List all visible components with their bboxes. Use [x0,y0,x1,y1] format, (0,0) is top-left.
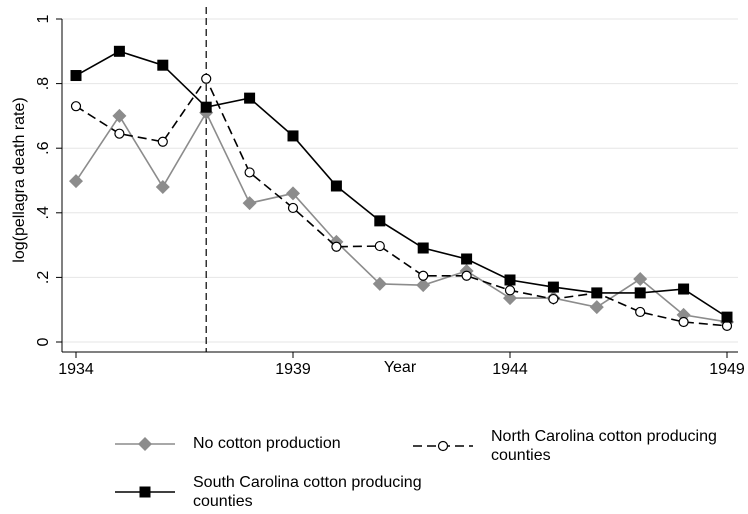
marker [200,101,212,113]
marker [330,180,342,192]
marker [678,316,689,328]
marker [69,174,83,189]
marker [157,59,169,71]
series-line [75,50,728,318]
marker [589,300,604,315]
y-tick-label: 0 [35,337,52,346]
marker [286,186,300,201]
marker [114,128,125,139]
marker [287,130,299,142]
marker [374,240,385,252]
marker [244,92,256,104]
marker [287,202,299,214]
marker [374,215,386,227]
marker [113,45,125,57]
y-tick-label: .6 [35,141,52,154]
marker [548,293,559,305]
marker [503,291,517,306]
y-tick-label: .4 [35,206,52,219]
marker [155,179,170,194]
series-line [75,77,728,327]
legend-label: South Carolina cotton producing counties [193,474,422,510]
marker [112,108,127,123]
marker [591,287,603,299]
marker [633,272,648,287]
marker [70,70,82,82]
marker [157,136,168,147]
x-axis-label: Year [384,359,417,376]
y-tick-label: .8 [35,77,52,90]
legend-marker [138,437,152,451]
marker [504,274,516,286]
x-tick-label: 1944 [492,361,528,378]
marker [721,311,733,323]
marker [331,241,342,252]
legend-label: No cotton production [193,435,341,452]
x-tick-label: 1939 [275,361,311,378]
marker [418,270,429,281]
marker [461,270,472,281]
x-tick-label: 1934 [58,361,94,378]
marker [372,276,387,291]
y-tick-label: .2 [35,271,52,284]
y-axis-label: log(pellagra death rate) [11,97,28,262]
marker [201,73,212,84]
marker [721,320,733,331]
marker [461,253,473,265]
marker [634,287,646,299]
marker [242,196,257,211]
marker [416,278,431,293]
marker [635,306,646,318]
legend-label: North Carolina cotton producing counties [491,428,717,464]
marker [547,281,559,293]
marker [70,101,82,112]
marker [417,242,429,254]
legend-marker [139,486,151,498]
series-line [75,110,728,323]
x-tick-label: 1949 [709,361,745,378]
marker [504,285,516,296]
marker [678,283,690,295]
marker [244,167,255,178]
legend-marker [437,440,449,452]
y-tick-label: 1 [35,14,52,23]
